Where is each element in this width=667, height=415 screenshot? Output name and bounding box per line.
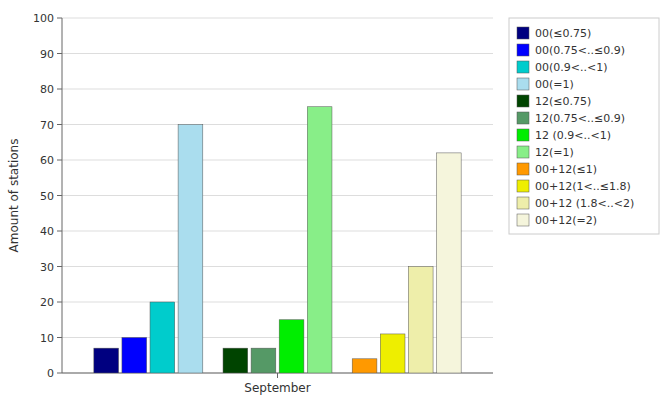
legend-swatch xyxy=(517,44,529,56)
y-tick xyxy=(57,231,62,232)
bar xyxy=(251,348,276,373)
y-tick-label: 90 xyxy=(40,48,54,61)
grid-line xyxy=(62,160,493,161)
legend-box xyxy=(509,18,659,234)
legend-label: 12(=1) xyxy=(535,146,574,159)
legend-label: 00(=1) xyxy=(535,78,574,91)
legend-swatch xyxy=(517,27,529,39)
bar xyxy=(178,125,203,374)
grid-line xyxy=(62,53,493,54)
y-tick xyxy=(57,124,62,125)
y-tick-label: 20 xyxy=(40,296,54,309)
legend: 00(≤0.75) 00(0.75<..≤0.9) 00(0.9<..<1) 00(=… xyxy=(509,18,659,234)
legend-swatch xyxy=(517,61,529,73)
legend-swatch xyxy=(517,163,529,175)
bar xyxy=(150,302,175,373)
y-tick xyxy=(57,266,62,267)
legend-label: 00+12(=2) xyxy=(535,214,597,227)
legend-label: 00(≤0.75) xyxy=(535,27,591,40)
grid-line xyxy=(62,124,493,125)
legend-swatch xyxy=(517,129,529,141)
y-axis-label: Amount of stations xyxy=(7,139,21,253)
chart: 0 10 20 30 40 50 60 70 80 90 100 September Amount of… xyxy=(0,0,667,415)
y-tick xyxy=(57,373,62,374)
y-tick-label: 60 xyxy=(40,154,54,167)
y-tick xyxy=(57,53,62,54)
legend-label: 00(0.75<..≤0.9) xyxy=(535,44,625,57)
y-tick-label: 100 xyxy=(33,12,54,25)
grid xyxy=(62,18,493,373)
grid-line xyxy=(62,89,493,90)
grid-line xyxy=(62,18,493,19)
legend-label: 00+12 (1.8<..<2) xyxy=(535,197,634,210)
legend-swatch xyxy=(517,146,529,158)
legend-swatch xyxy=(517,180,529,192)
legend-label: 12(0.75<..≤0.9) xyxy=(535,112,625,125)
legend-label: 00(0.9<..<1) xyxy=(535,61,608,74)
bar xyxy=(436,153,461,373)
legend-swatch xyxy=(517,78,529,90)
legend-label: 00+12(1<..≤1.8) xyxy=(535,180,631,193)
legend-swatch xyxy=(517,197,529,209)
y-tick xyxy=(57,337,62,338)
y-tick-label: 10 xyxy=(40,332,54,345)
bar xyxy=(408,267,433,374)
legend-swatch xyxy=(517,112,529,124)
bars xyxy=(94,107,461,373)
bar xyxy=(223,348,248,373)
y-tick-label: 30 xyxy=(40,261,54,274)
y-tick xyxy=(57,302,62,303)
bar xyxy=(122,338,147,374)
grid-line xyxy=(62,231,493,232)
y-tick-label: 0 xyxy=(47,367,54,380)
legend-swatch xyxy=(517,214,529,226)
axes: 0 10 20 30 40 50 60 70 80 90 100 September xyxy=(33,12,493,395)
y-tick-label: 50 xyxy=(40,190,54,203)
legend-label: 12 (0.9<..<1) xyxy=(535,129,611,142)
y-tick xyxy=(57,18,62,19)
y-axis-line xyxy=(62,18,63,373)
legend-swatch xyxy=(517,95,529,107)
y-tick-label: 80 xyxy=(40,83,54,96)
x-tick-label: September xyxy=(244,381,310,395)
bar xyxy=(380,334,405,373)
y-tick xyxy=(57,195,62,196)
legend-label: 00+12(≤1) xyxy=(535,163,597,176)
bar xyxy=(352,359,377,373)
grid-line xyxy=(62,195,493,196)
bar xyxy=(279,320,304,373)
y-tick-label: 40 xyxy=(40,225,54,238)
bar xyxy=(94,348,119,373)
y-tick-label: 70 xyxy=(40,119,54,132)
y-tick xyxy=(57,89,62,90)
x-tick xyxy=(277,373,278,378)
y-tick xyxy=(57,160,62,161)
legend-label: 12(≤0.75) xyxy=(535,95,591,108)
bar xyxy=(307,107,332,373)
